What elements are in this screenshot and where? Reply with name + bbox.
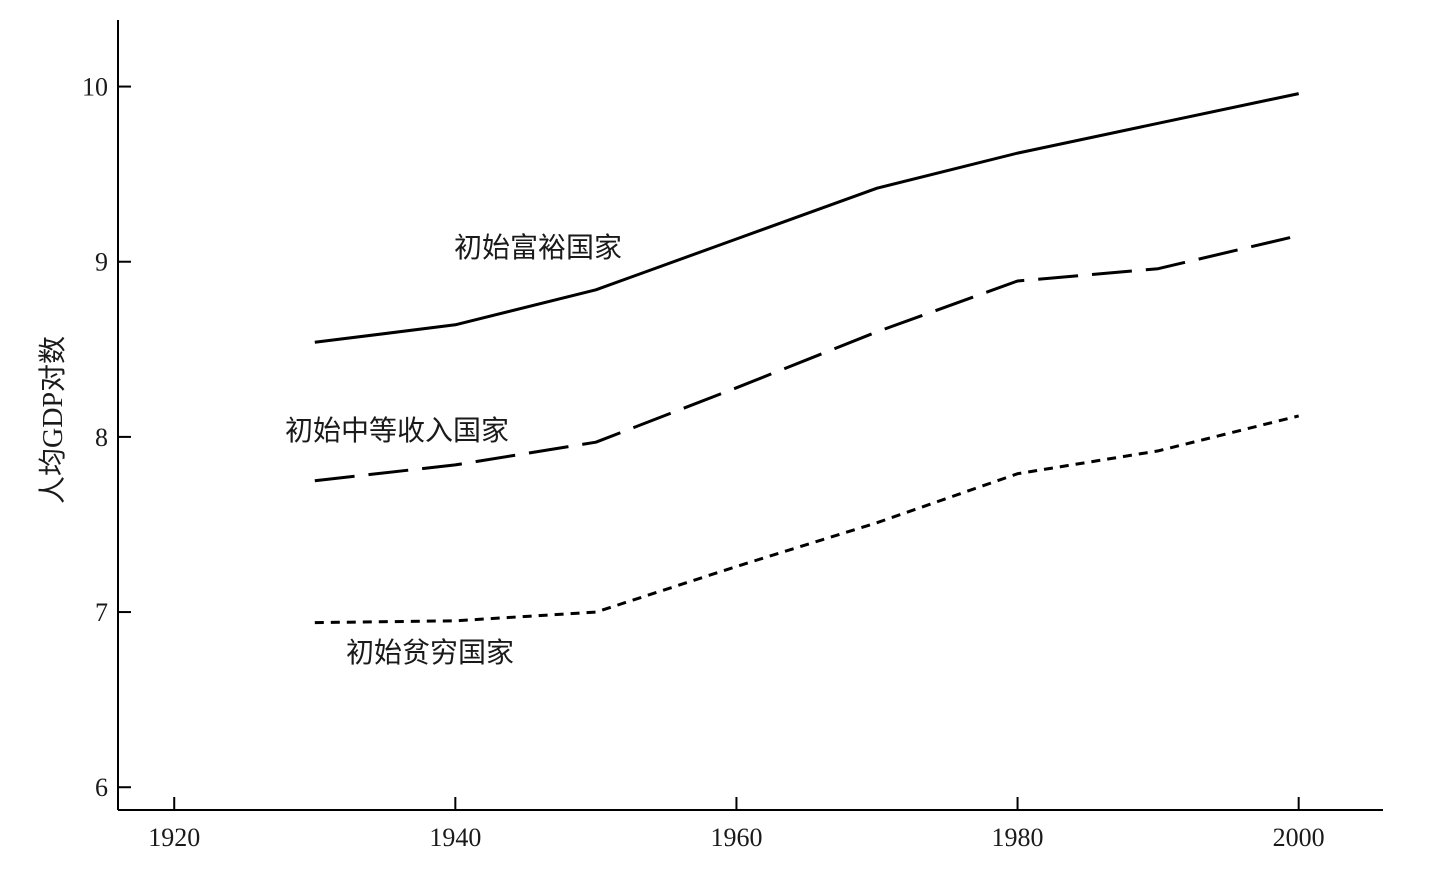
y-tick-label: 10 xyxy=(82,73,108,102)
series-line-2 xyxy=(314,234,1300,483)
ticks: 1920 1940 1960 1980 2000 6 7 8 9 10 xyxy=(82,73,1325,852)
x-tick-label: 1980 xyxy=(992,823,1044,852)
series-lines xyxy=(314,92,1300,625)
y-tick-label: 9 xyxy=(95,248,108,277)
series-line-3 xyxy=(314,414,1300,625)
series-label-3: 初始贫穷国家 xyxy=(346,637,514,669)
series-label-1: 初始富裕国家 xyxy=(454,232,622,264)
y-tick-label: 7 xyxy=(95,598,108,627)
y-tick-label: 8 xyxy=(95,423,108,452)
series-line-1 xyxy=(314,92,1300,344)
y-tick-label: 6 xyxy=(95,773,108,802)
axes xyxy=(117,20,1383,811)
x-tick-label: 1960 xyxy=(710,823,762,852)
y-axis-title: 人均GDP对数 xyxy=(37,336,69,504)
x-tick-label: 1940 xyxy=(429,823,481,852)
x-tick-label: 2000 xyxy=(1273,823,1325,852)
series-label-2: 初始中等收入国家 xyxy=(285,415,509,447)
x-tick-label: 1920 xyxy=(148,823,200,852)
